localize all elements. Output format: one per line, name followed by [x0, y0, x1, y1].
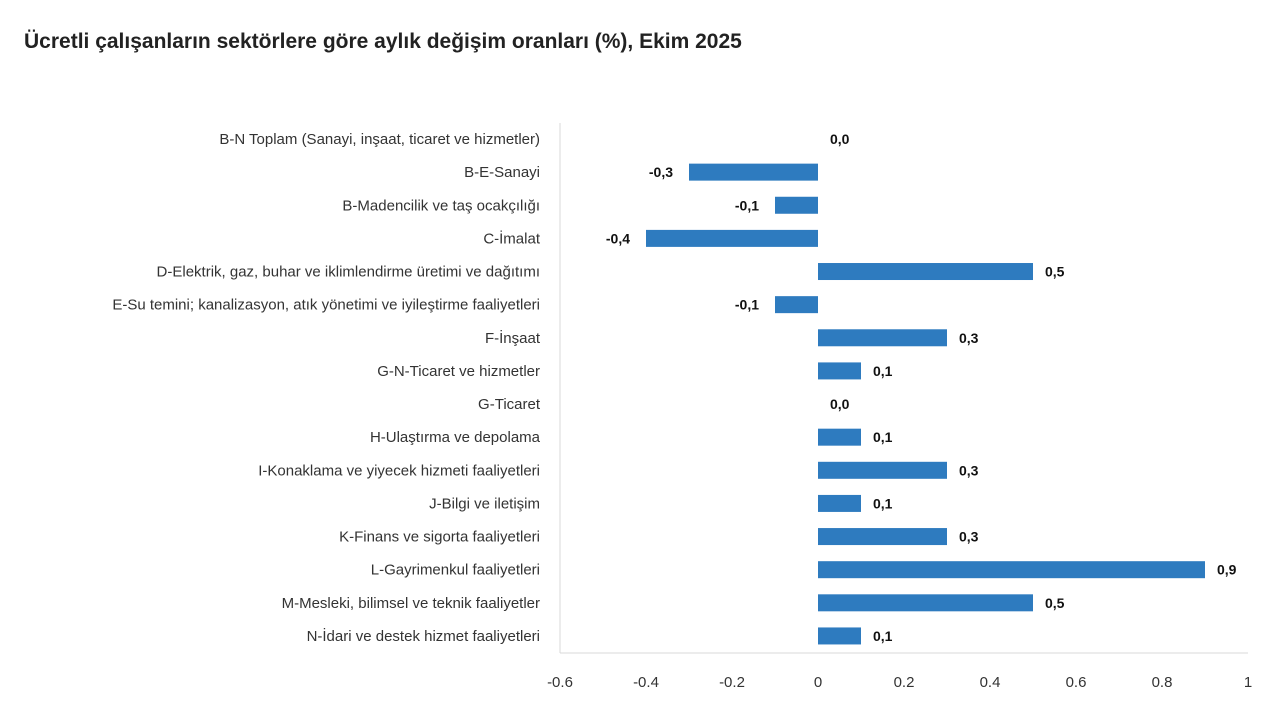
data-label: -0,1 — [735, 297, 759, 313]
bar — [818, 461, 947, 479]
category-label: D-Elektrik, gaz, buhar ve iklimlendirme … — [157, 264, 540, 281]
category-label: M-Mesleki, bilimsel ve teknik faaliyetle… — [282, 595, 540, 612]
x-tick-label: 0.2 — [894, 674, 915, 691]
category-label: J-Bilgi ve iletişim — [429, 495, 540, 512]
x-tick-label: 0 — [814, 674, 822, 691]
bar — [818, 528, 947, 546]
bar — [818, 263, 1033, 281]
bar — [818, 561, 1205, 579]
bar — [818, 594, 1033, 612]
category-label: K-Finans ve sigorta faaliyetleri — [339, 529, 540, 546]
category-label: F-İnşaat — [485, 329, 541, 347]
data-label: 0,5 — [1045, 595, 1065, 611]
data-label: 0,3 — [959, 330, 979, 346]
category-label: G-Ticaret — [478, 396, 541, 413]
data-label: 0,5 — [1045, 264, 1065, 280]
category-label: G-N-Ticaret ve hizmetler — [377, 363, 540, 380]
x-tick-label: -0.2 — [719, 674, 745, 691]
data-label: 0,1 — [873, 363, 893, 379]
data-label: 0,1 — [873, 628, 893, 644]
x-tick-label: -0.4 — [633, 674, 659, 691]
bar — [818, 494, 861, 512]
category-label: I-Konaklama ve yiyecek hizmeti faaliyetl… — [258, 462, 540, 479]
category-label: C-İmalat — [483, 229, 541, 247]
category-label: B-E-Sanayi — [464, 164, 540, 181]
bar — [689, 163, 818, 181]
category-label: B-Madencilik ve taş ocakçılığı — [342, 197, 540, 214]
data-label: 0,9 — [1217, 562, 1237, 578]
data-label: 0,1 — [873, 429, 893, 445]
x-tick-label: 1 — [1244, 674, 1252, 691]
data-label: -0,1 — [735, 197, 759, 213]
x-tick-label: 0.4 — [980, 674, 1001, 691]
category-label: N-İdari ve destek hizmet faaliyetleri — [307, 627, 540, 645]
bar — [818, 627, 861, 645]
bar — [775, 196, 818, 214]
bar — [818, 362, 861, 380]
data-label: 0,0 — [830, 131, 850, 147]
chart-title: Ücretli çalışanların sektörlere göre ayl… — [24, 30, 742, 53]
data-label: 0,3 — [959, 529, 979, 545]
data-label: 0,3 — [959, 462, 979, 478]
data-label: 0,1 — [873, 495, 893, 511]
bar — [818, 428, 861, 446]
category-label: L-Gayrimenkul faaliyetleri — [371, 562, 540, 579]
bar — [775, 296, 818, 314]
data-label: -0,3 — [649, 164, 673, 180]
category-label: E-Su temini; kanalizasyon, atık yönetimi… — [112, 297, 540, 314]
x-tick-label: -0.6 — [547, 674, 573, 691]
category-label: H-Ulaştırma ve depolama — [370, 429, 541, 446]
data-label: 0,0 — [830, 396, 850, 412]
category-label: B-N Toplam (Sanayi, inşaat, ticaret ve h… — [219, 131, 540, 148]
x-tick-label: 0.6 — [1066, 674, 1087, 691]
bar — [818, 329, 947, 347]
x-tick-label: 0.8 — [1152, 674, 1173, 691]
bar — [646, 229, 818, 247]
data-label: -0,4 — [606, 230, 630, 246]
